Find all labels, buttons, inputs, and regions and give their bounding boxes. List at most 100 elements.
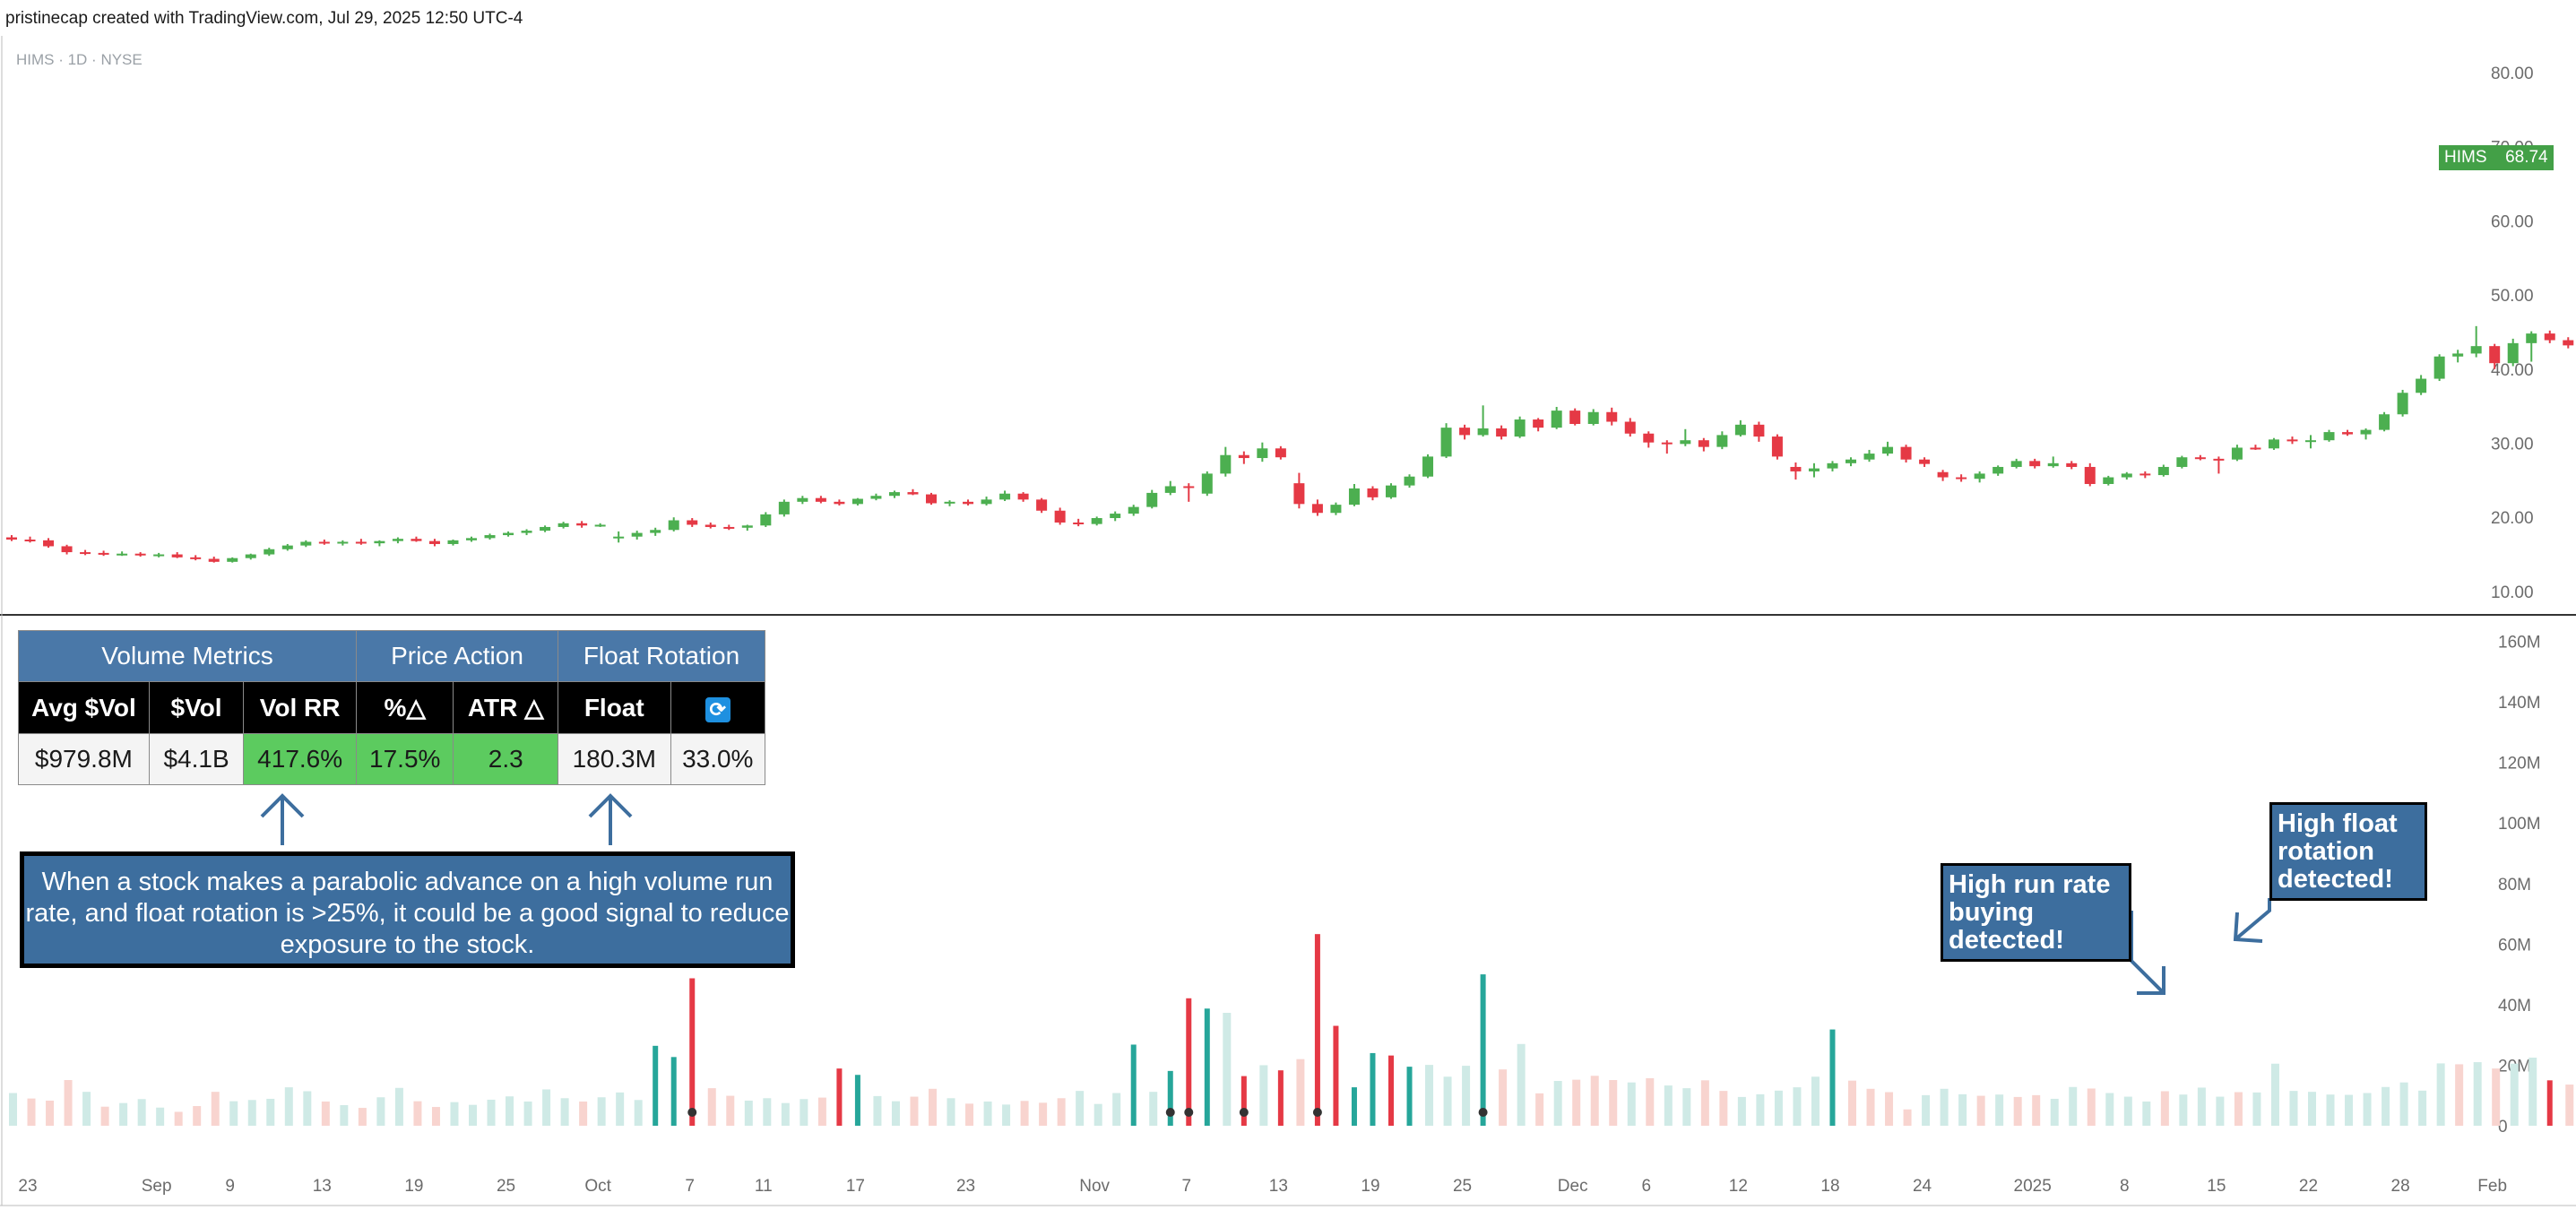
metrics-header-row: Avg $Vol $Vol Vol RR %△ ATR △ Float ⟳ bbox=[18, 681, 766, 734]
time-axis-tick: 11 bbox=[755, 1177, 773, 1196]
candle-body bbox=[723, 526, 735, 529]
volume-bar bbox=[2013, 1096, 2022, 1126]
volume-bar bbox=[2565, 1085, 2574, 1126]
volume-bar bbox=[1682, 1088, 1691, 1126]
value-atr-change: 2.3 bbox=[453, 733, 558, 785]
volume-bar bbox=[2142, 1101, 2151, 1126]
candle-body bbox=[2194, 457, 2206, 460]
volume-bar bbox=[1314, 934, 1320, 1126]
candle-body bbox=[2231, 447, 2243, 460]
volume-bar bbox=[542, 1089, 551, 1126]
candle-body bbox=[594, 524, 606, 527]
volume-bar bbox=[266, 1098, 275, 1126]
candle-body bbox=[741, 525, 753, 528]
candle-body bbox=[1680, 440, 1691, 445]
candle-body bbox=[1569, 411, 1581, 424]
candle-body bbox=[264, 549, 275, 555]
candle-body bbox=[134, 553, 146, 556]
volume-bar bbox=[1627, 1082, 1636, 1126]
volume-axis-tick: 120M bbox=[2498, 755, 2541, 774]
time-axis-tick: Nov bbox=[1079, 1177, 1110, 1196]
value-float-rotation: 33.0% bbox=[670, 733, 766, 785]
candle-body bbox=[2268, 439, 2279, 449]
candle-body bbox=[2507, 342, 2519, 364]
candle-body bbox=[1440, 428, 1452, 457]
candle-body bbox=[1882, 446, 1894, 454]
candle-body bbox=[2563, 340, 2574, 346]
volume-bar bbox=[321, 1101, 330, 1126]
candle-body bbox=[80, 552, 91, 555]
volume-bar bbox=[929, 1088, 937, 1126]
volume-bar bbox=[211, 1092, 220, 1126]
candle-body bbox=[1551, 411, 1562, 428]
refresh-icon[interactable]: ⟳ bbox=[705, 696, 730, 722]
volume-bar bbox=[2179, 1094, 2188, 1126]
volume-bar bbox=[2216, 1096, 2225, 1126]
volume-bar bbox=[1370, 1052, 1376, 1126]
candle-body bbox=[926, 494, 937, 504]
volume-bar bbox=[1130, 1044, 1137, 1126]
volume-bar bbox=[358, 1108, 367, 1126]
volume-bar bbox=[1002, 1104, 1011, 1126]
time-axis-tick: 24 bbox=[1913, 1177, 1932, 1196]
candle-body bbox=[61, 546, 73, 553]
volume-bar bbox=[27, 1098, 36, 1126]
time-axis-tick: 7 bbox=[685, 1177, 695, 1196]
volume-bar bbox=[1885, 1092, 1894, 1126]
candle-body bbox=[2544, 333, 2555, 341]
candle-body bbox=[834, 501, 845, 505]
volume-bar bbox=[1737, 1096, 1746, 1126]
volume-bar bbox=[983, 1101, 992, 1126]
candle-body bbox=[1422, 456, 1434, 477]
candle-body bbox=[1477, 428, 1489, 436]
volume-bar bbox=[1700, 1080, 1709, 1126]
candle-body bbox=[907, 492, 919, 495]
volume-bar bbox=[763, 1098, 772, 1126]
volume-bar bbox=[1186, 998, 1192, 1126]
candle-body bbox=[2342, 432, 2354, 435]
time-axis-tick: 19 bbox=[404, 1177, 423, 1196]
volume-bar bbox=[670, 1057, 677, 1126]
candle-body bbox=[190, 557, 202, 559]
candle-body bbox=[1293, 483, 1305, 505]
volume-bar bbox=[1517, 1043, 1526, 1126]
volume-bar bbox=[1204, 1008, 1210, 1126]
candle-body bbox=[337, 541, 349, 544]
candle-body bbox=[1846, 459, 1856, 463]
symbol-info-label: HIMS · 1D · NYSE bbox=[16, 51, 143, 68]
candle-body bbox=[2526, 333, 2537, 343]
candle-body bbox=[2047, 462, 2059, 467]
candle-body bbox=[2360, 429, 2372, 435]
candle-body bbox=[1275, 448, 1286, 458]
header-refresh[interactable]: ⟳ bbox=[670, 681, 766, 734]
price-tag-value: 68.74 bbox=[2505, 148, 2548, 167]
candle-body bbox=[171, 554, 183, 557]
volume-signal-dot bbox=[1478, 1108, 1488, 1117]
candle-body bbox=[576, 523, 588, 526]
time-axis-tick: 19 bbox=[1361, 1177, 1379, 1196]
candle-body bbox=[98, 552, 109, 555]
volume-bar bbox=[2032, 1094, 2041, 1126]
volume-bar bbox=[2436, 1063, 2445, 1126]
candle-body bbox=[981, 499, 992, 505]
volume-bar bbox=[965, 1103, 974, 1126]
value-dollar-vol: $4.1B bbox=[148, 733, 245, 785]
candle-body bbox=[1919, 459, 1931, 464]
volume-bar bbox=[2418, 1090, 2427, 1126]
volume-bar bbox=[376, 1097, 385, 1126]
candle-body bbox=[1937, 471, 1949, 478]
header-pct-change: %△ bbox=[355, 681, 454, 734]
volume-bar bbox=[1609, 1079, 1618, 1126]
candle-body bbox=[2157, 466, 2169, 476]
callout-float-arrow bbox=[2234, 898, 2271, 941]
volume-axis-tick: 140M bbox=[2498, 694, 2541, 713]
volume-bar bbox=[579, 1101, 588, 1126]
time-axis-tick: 2025 bbox=[2014, 1177, 2052, 1196]
candle-body bbox=[1459, 428, 1471, 436]
candle-body bbox=[1404, 476, 1415, 486]
volume-bar bbox=[726, 1095, 735, 1126]
volume-bar bbox=[100, 1106, 109, 1126]
price-axis-tick: 20.00 bbox=[2491, 509, 2534, 528]
volume-axis-tick: 100M bbox=[2498, 815, 2541, 834]
